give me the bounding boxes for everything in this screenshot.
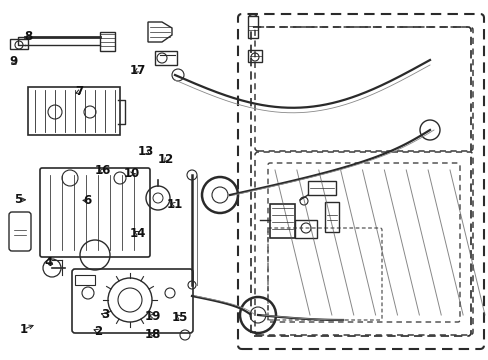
- Text: 14: 14: [129, 227, 146, 240]
- Bar: [75, 275, 95, 285]
- Text: 13: 13: [137, 145, 154, 158]
- Bar: [325, 202, 338, 232]
- Text: 12: 12: [158, 153, 174, 166]
- Bar: [269, 204, 294, 238]
- Bar: [247, 16, 258, 38]
- Text: 9: 9: [10, 55, 18, 68]
- Text: 15: 15: [171, 311, 188, 324]
- Text: 11: 11: [166, 198, 183, 211]
- Text: 6: 6: [83, 194, 91, 207]
- Bar: [10, 39, 28, 49]
- Bar: [28, 87, 120, 135]
- Text: 4: 4: [45, 256, 53, 269]
- Text: 16: 16: [94, 165, 111, 177]
- Bar: [155, 51, 177, 65]
- Text: 7: 7: [75, 85, 83, 98]
- Text: 3: 3: [101, 309, 109, 321]
- Text: 1: 1: [20, 323, 27, 336]
- Text: 18: 18: [144, 328, 161, 341]
- Text: 5: 5: [15, 193, 22, 206]
- Bar: [307, 181, 335, 195]
- Text: 10: 10: [123, 167, 140, 180]
- Text: 8: 8: [24, 30, 32, 42]
- Text: 17: 17: [129, 64, 146, 77]
- Text: 2: 2: [94, 325, 102, 338]
- Bar: [294, 220, 316, 238]
- Text: 19: 19: [144, 310, 161, 323]
- Bar: [247, 50, 262, 62]
